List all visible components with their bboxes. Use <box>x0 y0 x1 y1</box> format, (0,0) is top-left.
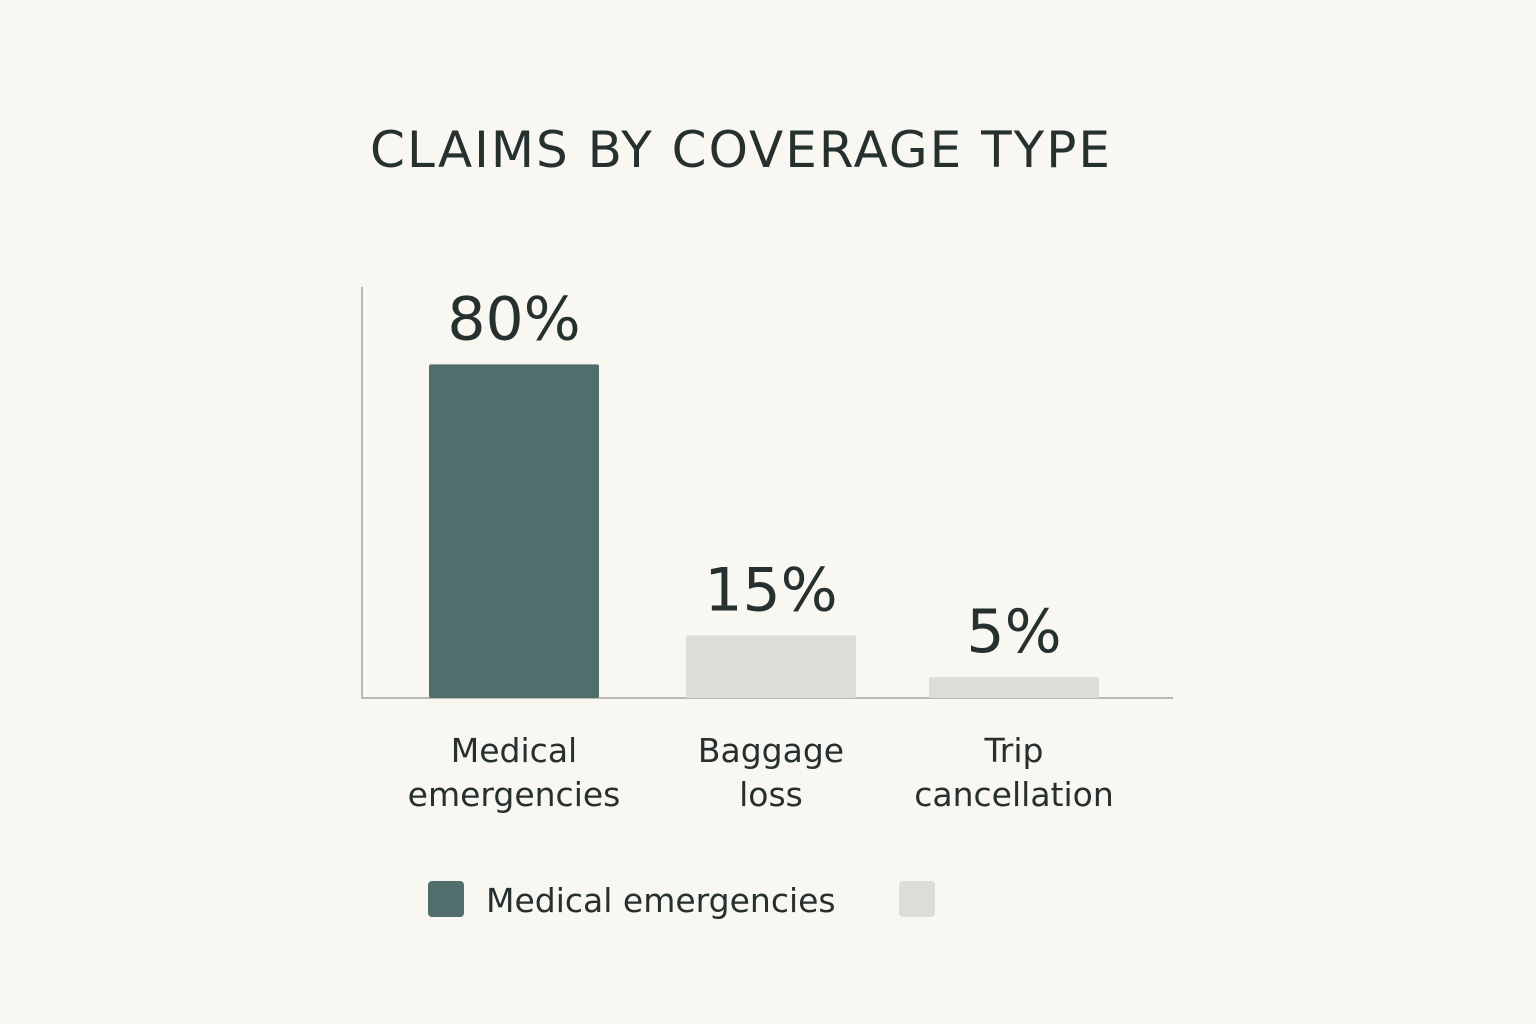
category-label-0-line-0: Medical <box>451 731 577 770</box>
category-label-2-line-0: Trip <box>984 731 1044 770</box>
legend-swatch-1 <box>899 881 935 917</box>
chart-title: CLAIMS BY COVERAGE TYPE <box>370 121 1112 179</box>
value-label-1: 15% <box>704 555 837 625</box>
bar-2 <box>929 677 1099 698</box>
category-label-1: Baggage loss <box>698 731 844 814</box>
bar-0 <box>429 364 599 698</box>
category-label-2-line-1: cancellation <box>914 775 1114 814</box>
bars-layer <box>429 364 1099 698</box>
legend-swatch-0 <box>428 881 464 917</box>
labels-layer: 80% Medical emergencies 15% Baggage loss 5% Tri… <box>408 284 1114 814</box>
bar-1 <box>686 635 856 698</box>
category-label-0: Medical emergencies <box>408 731 621 814</box>
category-label-1-line-0: Baggage <box>698 731 844 770</box>
category-label-1-line-1: loss <box>739 775 803 814</box>
value-label-0: 80% <box>447 284 580 354</box>
category-label-0-line-1: emergencies <box>408 775 621 814</box>
value-label-2: 5% <box>966 597 1061 667</box>
category-label-2: Trip cancellation <box>914 731 1114 814</box>
legend-label-0: Medical emergencies <box>486 881 836 920</box>
legend: Medical emergencies <box>428 881 935 920</box>
